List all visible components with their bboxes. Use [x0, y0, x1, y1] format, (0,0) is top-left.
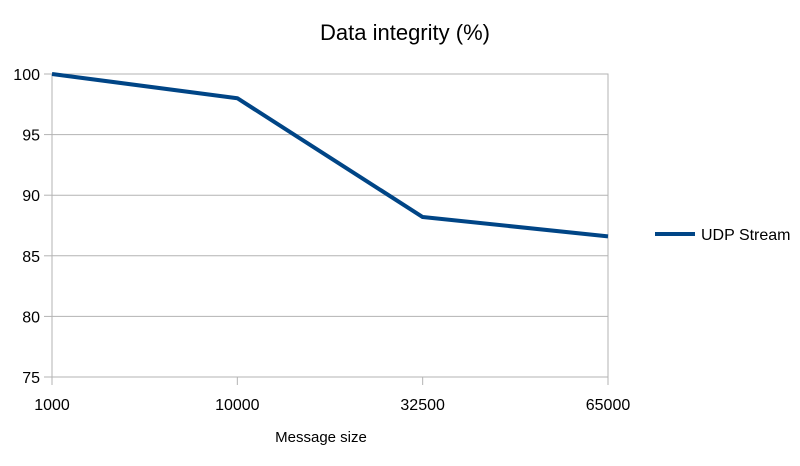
x-tick-label: 65000: [586, 397, 631, 414]
y-tick-label: 90: [22, 188, 40, 205]
plot-area: [51, 73, 609, 378]
series-lines: [51, 72, 609, 239]
y-tick-label: 80: [22, 309, 40, 326]
y-tick-label: 100: [13, 67, 40, 84]
y-tick-label: 75: [22, 370, 40, 387]
series-line: [51, 72, 609, 239]
x-axis-ticks: 1000 10000 32500 65000: [34, 377, 630, 414]
x-tick-label: 1000: [34, 397, 70, 414]
x-tick-label: 10000: [215, 397, 260, 414]
x-tick-label: 32500: [400, 397, 445, 414]
y-tick-label: 85: [22, 249, 40, 266]
chart-title: Data integrity (%): [320, 20, 490, 45]
legend-label: UDP Stream: [701, 227, 791, 244]
y-axis-ticks: 75 80 85 90 95 100: [13, 67, 52, 387]
y-tick-label: 95: [22, 128, 40, 145]
x-axis-label: Message size: [275, 429, 367, 446]
legend: UDP Stream: [655, 227, 791, 244]
gridlines: [52, 73, 608, 378]
